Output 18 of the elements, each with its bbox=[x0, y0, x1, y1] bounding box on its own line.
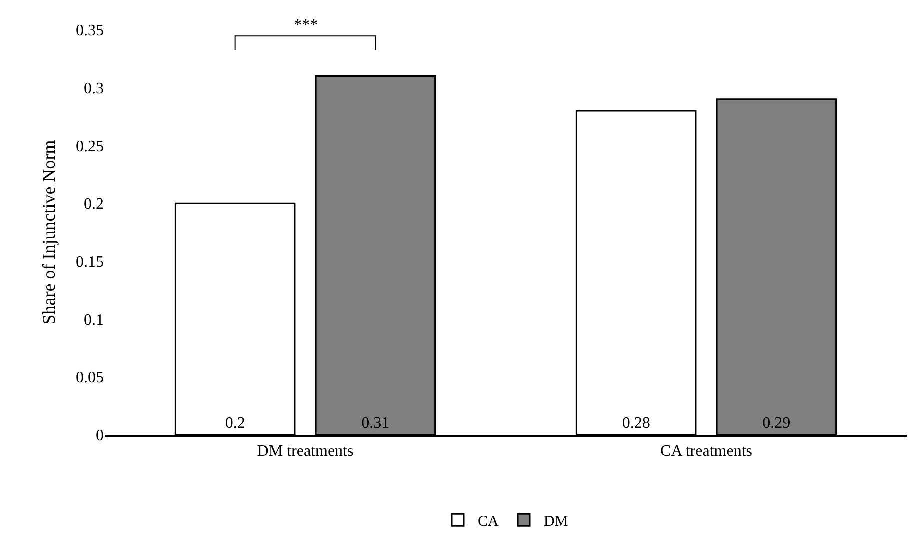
data-label: 0.2 bbox=[225, 415, 246, 432]
y-tick-label: 0.2 bbox=[84, 196, 104, 214]
data-label: 0.31 bbox=[362, 415, 390, 432]
data-label: 0.28 bbox=[622, 415, 650, 432]
y-tick-label: 0.3 bbox=[84, 80, 104, 98]
data-label: 0.29 bbox=[762, 415, 791, 432]
legend-label: CA bbox=[478, 514, 500, 530]
y-tick-label: 0 bbox=[96, 428, 104, 445]
y-tick-label: 0.1 bbox=[84, 312, 104, 329]
y-tick-label: 0.25 bbox=[76, 138, 104, 156]
x-tick-label: DM treatments bbox=[257, 442, 354, 460]
y-tick-label: 0.15 bbox=[76, 254, 104, 272]
y-axis-title: Share of Injunctive Norm bbox=[39, 140, 60, 325]
y-tick-label: 0.05 bbox=[76, 370, 104, 387]
x-tick-label: CA treatments bbox=[660, 442, 752, 460]
annotation: *** bbox=[294, 17, 318, 34]
legend-label: DM bbox=[544, 514, 568, 530]
y-tick-label: 0.35 bbox=[76, 22, 104, 40]
